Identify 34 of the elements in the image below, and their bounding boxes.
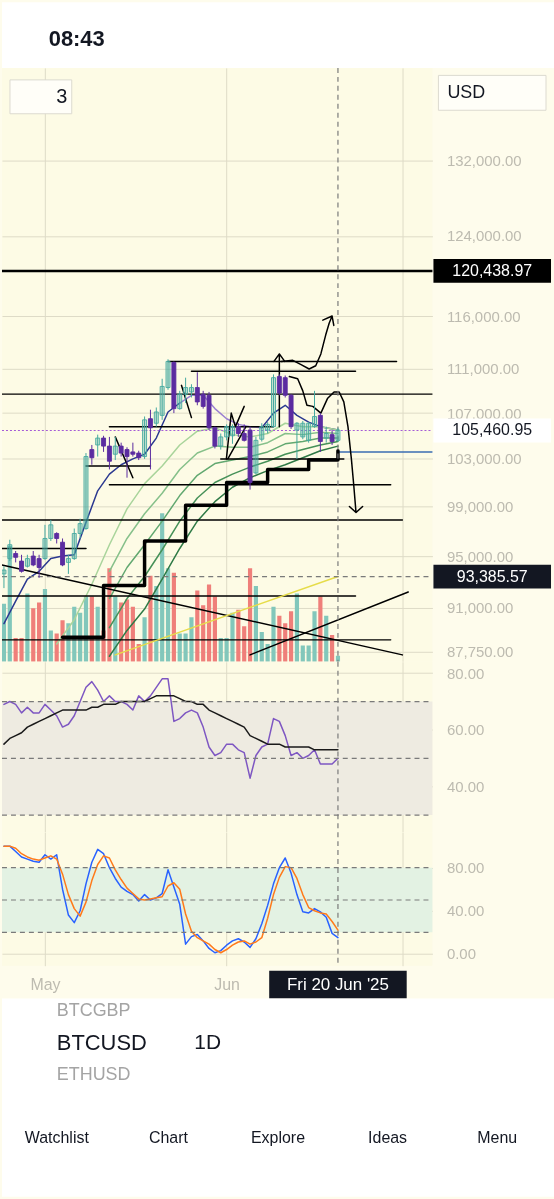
x-tick-label: May [30,976,61,994]
text: USD [447,81,486,102]
y-tick-label: 80.00 [446,664,485,682]
y-tick-label: 60.00 [446,721,485,739]
text: 1D [194,1030,222,1054]
ref-line-label: 120,438.97 [452,261,533,279]
text: 08:43 [48,26,105,51]
text: Chart [148,1129,189,1147]
y-tick-label: 103,000.00 [446,450,522,468]
text: BTCGBP [56,1000,131,1021]
y-tick-label: 124,000.00 [446,227,522,245]
y-tick-label: 40.00 [446,778,485,796]
y-tick-label: 95,000.00 [446,547,514,565]
text: ETHUSD [56,1064,131,1085]
y-tick-label: 91,000.00 [446,599,514,617]
y-tick-label: 132,000.00 [446,152,522,170]
y-tick-label: 116,000.00 [446,307,521,325]
text: BTCUSD [56,1030,147,1056]
annotation: 3 [56,84,68,107]
ref-line-label: 93,385.57 [456,567,528,585]
text: Explore [250,1129,306,1147]
y-tick-label: 99,000.00 [446,497,514,515]
text: Watchlist [24,1129,90,1147]
y-tick-label: 111,000.00 [446,360,520,378]
ref-line-label: 105,460.95 [452,421,533,439]
y-tick-label: 87,750.00 [446,642,514,660]
ref-line-label: Fri 20 Jun '25 [286,974,389,994]
x-tick-label: Jun [214,976,240,994]
y-tick-label: 40.00 [446,902,485,920]
text: Ideas [368,1129,408,1147]
text: Menu [477,1129,518,1147]
y-tick-label: 0.00 [446,945,476,963]
y-tick-label: 107,000.00 [446,404,522,422]
y-tick-label: 80.00 [446,859,485,877]
